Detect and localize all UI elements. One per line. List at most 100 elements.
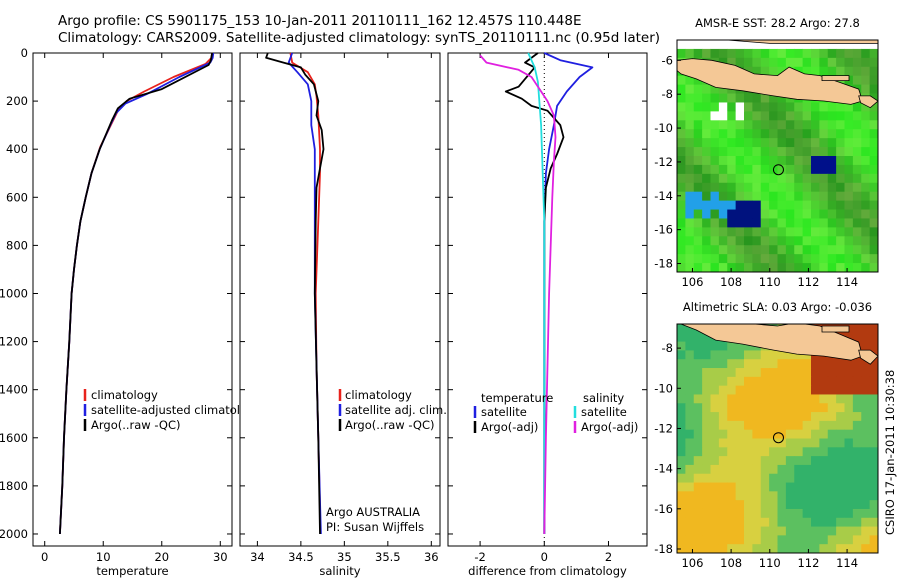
- map-cell: [827, 438, 837, 448]
- map-cell: [869, 526, 879, 536]
- map-cell: [710, 526, 720, 536]
- map-cell: [710, 385, 720, 395]
- map-cell: [869, 376, 879, 387]
- map-cell: [836, 182, 845, 193]
- map-cell: [869, 129, 879, 139]
- map-cell: [861, 526, 871, 536]
- map-cell: [693, 544, 703, 554]
- x-tick-label: 106: [681, 556, 703, 570]
- map-cell: [727, 359, 737, 369]
- map-cell: [869, 111, 879, 121]
- map-cell: [827, 173, 837, 184]
- map-cell: [702, 191, 711, 202]
- map-cell: [735, 182, 745, 193]
- map-cell: [735, 394, 745, 404]
- x-tick-label: 35.5: [375, 550, 401, 564]
- map-cell: [827, 526, 837, 536]
- map-cell: [785, 111, 795, 121]
- map-cell: [744, 429, 753, 439]
- map-cell: [785, 245, 795, 255]
- map-cell: [844, 473, 854, 483]
- map-cell: [827, 209, 837, 219]
- map-cell: [861, 263, 871, 273]
- map-cell: [852, 40, 862, 50]
- map-cell: [794, 447, 804, 457]
- map-cell: [760, 456, 770, 466]
- map-cell: [752, 57, 762, 68]
- map-cell: [827, 120, 837, 130]
- map-cell: [827, 385, 837, 395]
- legend-label: satellite-adjusted climatology: [91, 403, 261, 417]
- map-cell: [693, 412, 703, 422]
- map-cell: [693, 164, 703, 175]
- map-cell: [802, 129, 812, 139]
- map-cell: [852, 102, 862, 112]
- map-cell: [844, 447, 854, 457]
- map-cell: [718, 209, 728, 219]
- map-cell: [852, 57, 862, 68]
- map-cell: [861, 209, 871, 219]
- map-cell: [760, 102, 770, 112]
- map-cell: [836, 156, 845, 166]
- map-cell: [710, 93, 720, 103]
- map-cell: [852, 111, 862, 121]
- map-cell: [769, 200, 778, 210]
- map-cell: [769, 456, 778, 466]
- map-cell: [702, 473, 711, 483]
- map-cell: [702, 111, 711, 121]
- map-cell: [794, 147, 804, 157]
- map-cell: [744, 236, 753, 246]
- map-cell: [869, 40, 879, 50]
- map-cell: [777, 473, 787, 483]
- map-cell: [777, 500, 787, 510]
- map-cell: [802, 254, 812, 264]
- map-cell: [735, 403, 745, 413]
- map-cell: [760, 464, 770, 475]
- y-tick-label: -16: [654, 502, 673, 516]
- map-cell: [727, 508, 737, 519]
- map-cell: [836, 57, 845, 68]
- map-cell: [752, 517, 762, 527]
- map-cell: [861, 164, 871, 175]
- map-cell: [693, 102, 703, 112]
- map-cell: [760, 93, 770, 103]
- y-tick-label: -14: [654, 462, 673, 476]
- map-cell: [760, 394, 770, 404]
- map-cell: [685, 200, 695, 210]
- map-cell: [827, 191, 837, 202]
- map-cell: [794, 120, 804, 130]
- map-cell: [718, 412, 728, 422]
- map-cell: [836, 40, 845, 50]
- map-cell: [710, 482, 720, 492]
- map-cell: [777, 359, 787, 369]
- map-cell: [727, 368, 737, 378]
- map-cell: [777, 120, 787, 130]
- map-cell: [769, 209, 778, 219]
- map-cell: [852, 263, 862, 273]
- map-cell: [677, 376, 686, 387]
- map-cell: [836, 111, 845, 121]
- argo-position-marker: [772, 432, 784, 444]
- map-cell: [702, 526, 711, 536]
- map-cell: [819, 412, 829, 422]
- map-cell: [702, 182, 711, 193]
- map-cell: [802, 138, 812, 148]
- x-tick-label: 106: [681, 275, 703, 289]
- map-cell: [718, 350, 728, 360]
- map-cell: [760, 66, 770, 77]
- map-cell: [760, 245, 770, 255]
- map-cell: [861, 200, 871, 210]
- map-cell: [710, 464, 720, 475]
- map-cell: [819, 482, 829, 492]
- map-cell: [744, 164, 753, 175]
- map-cell: [777, 129, 787, 139]
- legend-title: temperature: [481, 391, 553, 405]
- map-cell: [769, 412, 778, 422]
- map-cell: [777, 438, 787, 448]
- map-cell: [852, 173, 862, 184]
- map-cell: [735, 517, 745, 527]
- map-cell: [811, 429, 820, 439]
- map-cell: [727, 173, 737, 184]
- map-cell: [819, 227, 829, 237]
- map-cell: [777, 412, 787, 422]
